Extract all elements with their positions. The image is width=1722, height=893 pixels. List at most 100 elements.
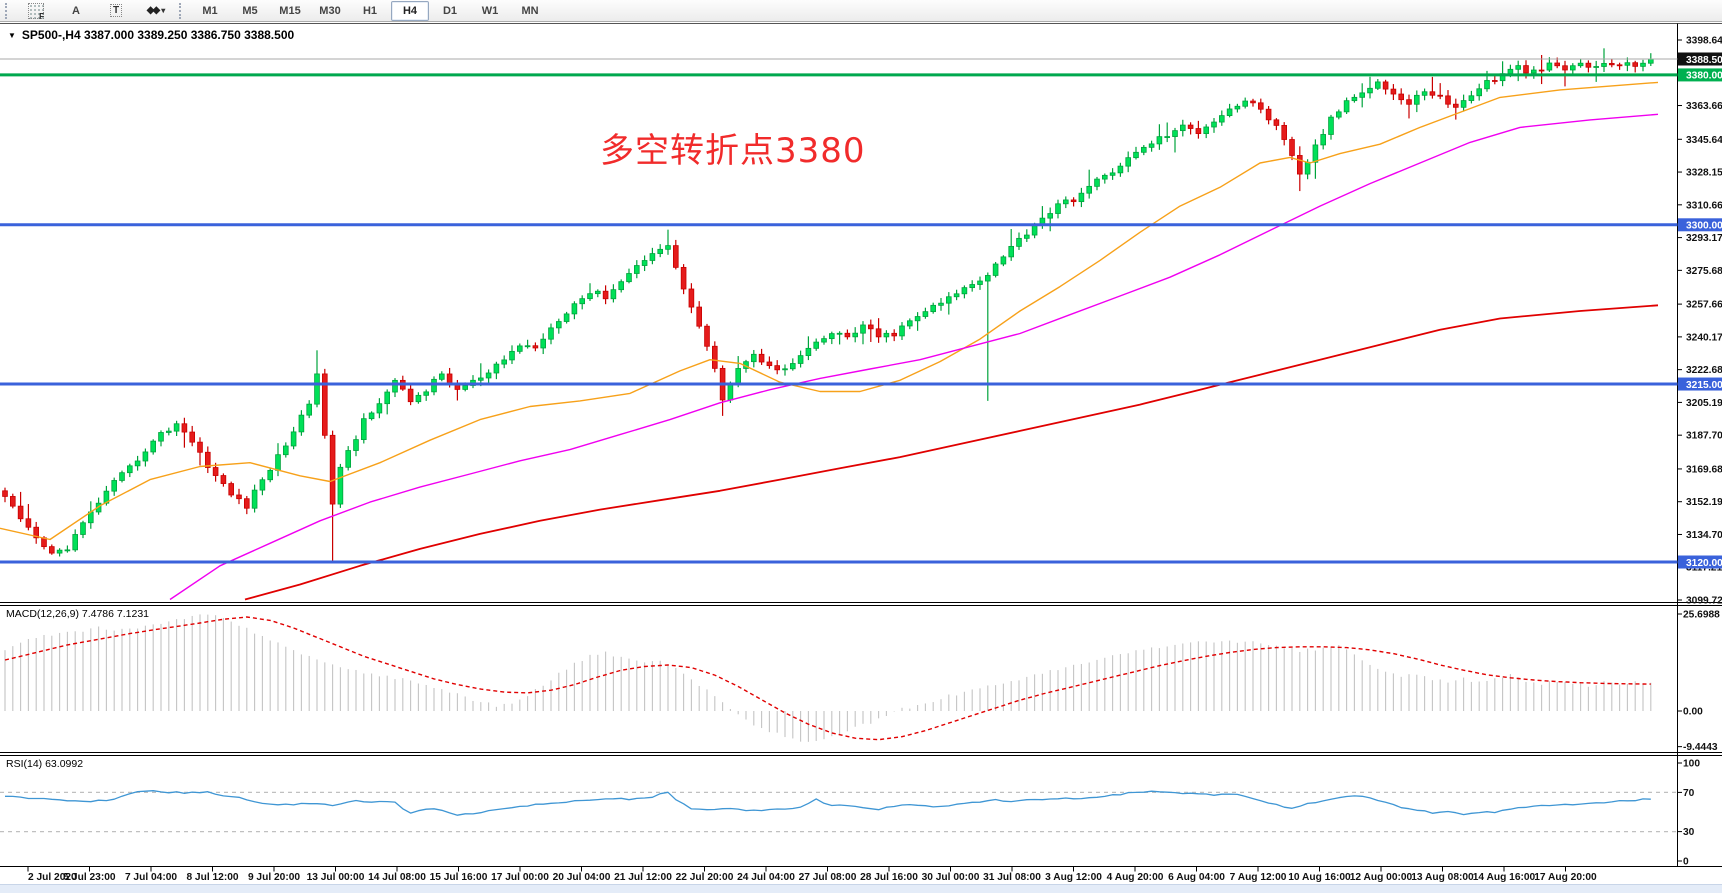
price-badge-3388.500: 3388.500 [1678, 52, 1722, 66]
svg-text:3310.660: 3310.660 [1686, 200, 1722, 211]
drawing-tools-group: F A T ◆◆ ▾ [16, 1, 176, 21]
svg-text:14 Aug 16:00: 14 Aug 16:00 [1473, 872, 1536, 883]
svg-text:4 Aug 20:00: 4 Aug 20:00 [1107, 872, 1164, 883]
rsi-value-line [4, 790, 1651, 816]
svg-text:31 Jul 08:00: 31 Jul 08:00 [983, 872, 1041, 883]
svg-text:14 Jul 08:00: 14 Jul 08:00 [368, 872, 426, 883]
svg-text:3328.150: 3328.150 [1686, 168, 1722, 179]
svg-text:17 Jul 00:00: 17 Jul 00:00 [491, 872, 549, 883]
symbol-ohlc-readout: SP500-,H4 3387.000 3389.250 3386.750 338… [21, 28, 295, 42]
svg-text:5 Jul 23:00: 5 Jul 23:00 [63, 872, 115, 883]
price-badge-3300.000: 3300.000 [1678, 218, 1722, 232]
svg-text:3380.000: 3380.000 [1686, 71, 1722, 82]
svg-text:3363.660: 3363.660 [1686, 101, 1722, 112]
svg-text:3099.720: 3099.720 [1686, 596, 1722, 607]
caret-down-icon: ▾ [161, 6, 166, 15]
macd-panel: 25.6988 0.00 -9.4443 [4, 609, 1720, 753]
timeframe-d1-button[interactable]: D1 [442, 4, 458, 17]
svg-text:3300.000: 3300.000 [1686, 221, 1722, 232]
svg-text:27 Jul 08:00: 27 Jul 08:00 [799, 872, 857, 883]
svg-text:9 Jul 20:00: 9 Jul 20:00 [248, 872, 300, 883]
status-strip [0, 884, 1722, 893]
svg-text:21 Jul 12:00: 21 Jul 12:00 [614, 872, 672, 883]
svg-text:3215.000: 3215.000 [1686, 380, 1722, 391]
svg-text:30: 30 [1683, 827, 1695, 838]
macd-signal-line [4, 616, 1651, 741]
svg-text:3205.190: 3205.190 [1686, 398, 1722, 409]
arrow-objects-button[interactable]: ◆◆ ▾ [137, 1, 175, 21]
arrow-shapes-icon: ◆◆ [146, 5, 160, 16]
toolbar-grip-2[interactable] [179, 2, 185, 19]
svg-text:22 Jul 20:00: 22 Jul 20:00 [676, 872, 734, 883]
svg-text:20 Jul 04:00: 20 Jul 04:00 [553, 872, 611, 883]
svg-text:3187.700: 3187.700 [1686, 431, 1722, 442]
svg-text:28 Jul 16:00: 28 Jul 16:00 [860, 872, 918, 883]
svg-text:15 Jul 16:00: 15 Jul 16:00 [430, 872, 488, 883]
svg-text:3134.700: 3134.700 [1686, 530, 1722, 541]
svg-text:3398.640: 3398.640 [1686, 36, 1722, 47]
candlestick-series [2, 48, 1654, 563]
timeframe-w1-button[interactable]: W1 [481, 4, 499, 17]
svg-text:100: 100 [1683, 759, 1700, 770]
main-chart-layer [0, 48, 1678, 601]
timeframe-m15-button[interactable]: M15 [279, 4, 301, 17]
text-box-icon: T [109, 4, 123, 17]
svg-text:3152.190: 3152.190 [1686, 497, 1722, 508]
toolbar: F A T ◆◆ ▾ M1 M5 M15 M30 H1 H4 D1 W1 MN [0, 0, 1722, 22]
svg-text:3293.170: 3293.170 [1686, 233, 1722, 244]
svg-text:3120.000: 3120.000 [1686, 558, 1722, 569]
timeframe-m1-button[interactable]: M1 [202, 4, 218, 17]
svg-text:3169.680: 3169.680 [1686, 464, 1722, 475]
svg-text:7 Aug 12:00: 7 Aug 12:00 [1230, 872, 1287, 883]
svg-text:2 Jul 2020: 2 Jul 2020 [28, 872, 77, 883]
chart-text-annotation[interactable]: 多空转折点3380 [600, 131, 866, 171]
svg-text:0.00: 0.00 [1683, 707, 1703, 718]
rsi-indicator-label: RSI(14) 63.0992 [6, 758, 84, 770]
symbol-dropdown-icon[interactable]: ▼ [8, 30, 16, 40]
svg-text:3388.500: 3388.500 [1686, 55, 1722, 66]
ma-mid-line [169, 113, 1659, 601]
svg-text:30 Jul 00:00: 30 Jul 00:00 [922, 872, 980, 883]
price-badge-3120.000: 3120.000 [1678, 555, 1722, 569]
svg-text:6 Aug 04:00: 6 Aug 04:00 [1168, 872, 1225, 883]
timeframe-h1-button[interactable]: H1 [362, 4, 378, 17]
macd-indicator-label: MACD(12,26,9) 7.4786 7.1231 [6, 608, 150, 620]
price-badge-3215.000: 3215.000 [1678, 377, 1722, 391]
rsi-panel: 100 70 30 0 [0, 759, 1700, 868]
ma-fast-line [0, 81, 1659, 541]
chart-profile-button[interactable]: F [17, 1, 55, 21]
ma-slow-line [244, 304, 1659, 601]
price-badge-3380.000: 3380.000 [1678, 68, 1722, 82]
toolbar-grip[interactable] [5, 2, 11, 19]
text-label-button[interactable]: A [72, 4, 80, 17]
svg-text:13 Aug 08:00: 13 Aug 08:00 [1411, 872, 1474, 883]
timeframe-m5-button[interactable]: M5 [242, 4, 258, 17]
svg-text:12 Aug 00:00: 12 Aug 00:00 [1350, 872, 1413, 883]
text-box-button[interactable]: T [97, 1, 135, 21]
svg-text:-9.4443: -9.4443 [1683, 742, 1718, 753]
svg-text:8 Jul 12:00: 8 Jul 12:00 [186, 872, 238, 883]
chart-title: ▼ SP500-,H4 3387.000 3389.250 3386.750 3… [8, 28, 294, 42]
svg-text:3345.640: 3345.640 [1686, 135, 1722, 146]
svg-text:10 Aug 16:00: 10 Aug 16:00 [1288, 872, 1351, 883]
svg-text:0: 0 [1683, 857, 1689, 868]
svg-text:3275.680: 3275.680 [1686, 266, 1722, 277]
svg-text:7 Jul 04:00: 7 Jul 04:00 [125, 872, 177, 883]
svg-text:17 Aug 20:00: 17 Aug 20:00 [1534, 872, 1597, 883]
svg-text:3240.170: 3240.170 [1686, 332, 1722, 343]
svg-text:70: 70 [1683, 788, 1695, 799]
timeframe-m30-button[interactable]: M30 [319, 4, 341, 17]
grid-icon: F [28, 2, 44, 21]
svg-text:24 Jul 04:00: 24 Jul 04:00 [737, 872, 795, 883]
price-axis-labels: 3398.640 3363.660 3345.640 3328.150 3310.660… [1677, 36, 1722, 607]
svg-text:25.6988: 25.6988 [1683, 609, 1720, 620]
timeframe-h4-button[interactable]: H4 [391, 0, 429, 21]
timeframes-group: M1 M5 M15 M30 H1 H4 D1 W1 MN [190, 0, 550, 21]
svg-text:13 Jul 00:00: 13 Jul 00:00 [307, 872, 365, 883]
svg-text:3 Aug 12:00: 3 Aug 12:00 [1045, 872, 1102, 883]
timeframe-mn-button[interactable]: MN [521, 4, 539, 17]
svg-text:3222.680: 3222.680 [1686, 365, 1722, 376]
